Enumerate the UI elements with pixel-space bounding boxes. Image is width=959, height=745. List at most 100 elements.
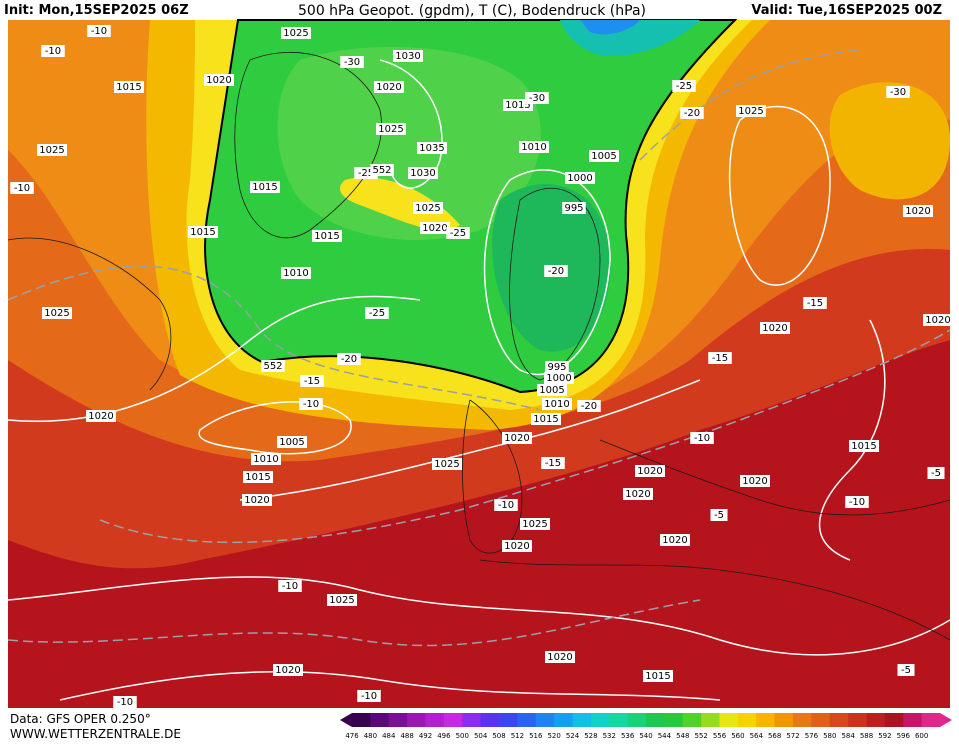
contour-label: 1020 <box>242 494 272 506</box>
colorbar-swatch <box>682 713 702 727</box>
contour-label-box <box>643 670 673 682</box>
contour-label-box <box>544 265 568 277</box>
colorbar-label: 484 <box>382 732 396 740</box>
contour-label-box <box>672 80 696 92</box>
contour-label-box <box>327 594 357 606</box>
contour-label-text: -10 <box>282 581 298 592</box>
contour-label-text: -5 <box>714 510 724 521</box>
contour-label: -10 <box>10 182 34 194</box>
contour-label-text: 1020 <box>504 541 529 552</box>
contour-label: 1025 <box>520 518 550 530</box>
contour-label: 1010 <box>251 453 281 465</box>
contour-label: 1015 <box>250 181 280 193</box>
contour-label: -10 <box>690 432 714 444</box>
colorbar-label: 516 <box>529 732 543 740</box>
contour-label-box <box>420 222 450 234</box>
contour-label: 1025 <box>376 123 406 135</box>
isotherm <box>7 265 541 411</box>
contour-label-text: -30 <box>529 93 545 104</box>
contour-label-box <box>337 353 361 365</box>
contour-label: 1025 <box>432 458 462 470</box>
colorbar-swatch <box>443 713 463 727</box>
contour-label-box <box>635 465 665 477</box>
contour-label: 552 <box>261 360 285 372</box>
isotherms <box>7 49 951 647</box>
contour-label-text: -10 <box>694 433 710 444</box>
contour-label: -20 <box>337 353 361 365</box>
contour-label: 1020 <box>660 534 690 546</box>
contour-label-box <box>589 150 619 162</box>
colorbar-swatch <box>407 713 426 727</box>
contour-label-box <box>544 372 574 384</box>
contour-label-text: 1025 <box>738 106 763 117</box>
contour-label-box <box>660 534 690 546</box>
colorbar-swatch <box>756 713 776 727</box>
contour-label-box <box>365 307 389 319</box>
contour-label-text: 1020 <box>762 323 787 334</box>
contour-label-text: -10 <box>14 183 30 194</box>
contour-label-box <box>41 45 65 57</box>
mediterranean <box>599 439 951 516</box>
contour-label-text: -10 <box>45 46 61 57</box>
contour-label-text: 1010 <box>521 142 546 153</box>
contour-label-box <box>281 267 311 279</box>
contour-label-text: 995 <box>564 203 583 214</box>
colorbar-label: 584 <box>841 732 855 740</box>
colorbar-label: 476 <box>345 732 359 740</box>
contour-label-text: 1025 <box>522 519 547 530</box>
contour-label: -10 <box>299 398 323 410</box>
colorbar-swatch <box>866 713 886 727</box>
colorbar-label: 600 <box>915 732 928 740</box>
contour-label-text: 1020 <box>244 495 269 506</box>
contour-label-text: 1020 <box>905 206 930 217</box>
contour-label-box <box>393 50 423 62</box>
colorbar-label: 524 <box>566 732 580 740</box>
contour-label-text: -10 <box>849 497 865 508</box>
contour-label: 1010 <box>519 141 549 153</box>
contour-label-box <box>299 398 323 410</box>
colorbar-label: 596 <box>897 732 911 740</box>
contour-label-box <box>300 375 324 387</box>
colorbar-swatch <box>884 713 904 727</box>
contour-label: -20 <box>680 107 704 119</box>
colorbar-label: 572 <box>786 732 799 740</box>
contour-label: -30 <box>525 92 549 104</box>
contour-label: -30 <box>886 86 910 98</box>
contour-label-box <box>273 664 303 676</box>
contour-label-box <box>545 361 569 373</box>
colorbar-swatch <box>829 713 849 727</box>
contour-label-text: 1020 <box>88 411 113 422</box>
contour-label-box <box>562 202 586 214</box>
contour-label-box <box>281 27 311 39</box>
contour-label-text: 1015 <box>314 231 339 242</box>
colorbar-swatch <box>774 713 794 727</box>
contour-label-text: 1015 <box>645 671 670 682</box>
contour-label: 1020 <box>374 81 404 93</box>
contour-label-text: -10 <box>361 691 377 702</box>
contour-label-text: 1015 <box>190 227 215 238</box>
contour-label: 1015 <box>643 670 673 682</box>
contour-label: 1020 <box>635 465 665 477</box>
contour-label-text: 1025 <box>378 124 403 135</box>
colorbar-swatch <box>554 713 573 727</box>
isobar <box>379 59 443 189</box>
contour-label-text: 552 <box>263 361 282 372</box>
colorbar-label: 532 <box>603 732 616 740</box>
contour-label-text: -5 <box>901 665 911 676</box>
contour-label-text: 1030 <box>395 51 420 62</box>
colorbar-swatch <box>737 713 757 727</box>
contour-label-text: -25 <box>369 308 385 319</box>
contour-label: -5 <box>710 509 728 521</box>
isotherm <box>639 49 861 161</box>
colorbar-label: 528 <box>584 732 597 740</box>
contour-label-text: 1005 <box>591 151 616 162</box>
isotherm <box>7 599 701 647</box>
contour-label-box <box>502 540 532 552</box>
contour-label: 1020 <box>502 432 532 444</box>
contour-label-text: 552 <box>372 165 391 176</box>
contour-label: -15 <box>708 352 732 364</box>
contour-label-box <box>897 664 915 676</box>
contour-label-box <box>114 81 144 93</box>
map-area <box>7 19 951 708</box>
contour-label-text: 1020 <box>547 652 572 663</box>
